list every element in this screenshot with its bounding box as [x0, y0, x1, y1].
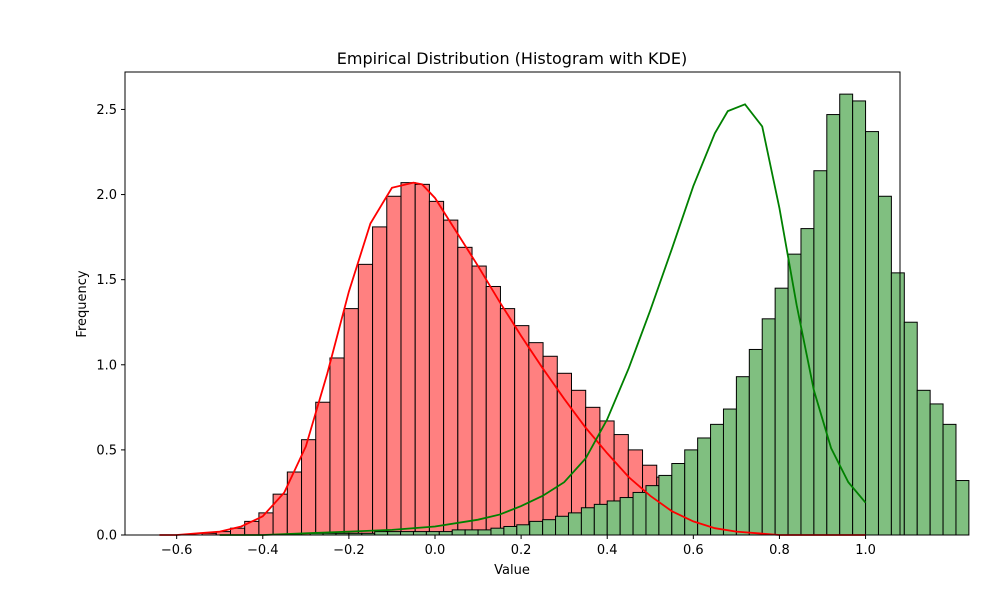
histogram-bar [556, 372, 572, 536]
chart-title: Empirical Distribution (Histogram with K… [337, 49, 687, 68]
histogram-bar [301, 439, 317, 536]
histogram-bar [400, 182, 416, 536]
histogram-bar [942, 423, 957, 536]
histogram-bars [201, 93, 970, 536]
histogram-bar [477, 529, 492, 536]
histogram-bar [955, 480, 970, 536]
histogram-bar [471, 265, 487, 536]
histogram-bar [400, 531, 414, 536]
histogram-bar [485, 285, 501, 536]
histogram-bar [567, 512, 582, 536]
histogram-bar [890, 272, 905, 536]
histogram-bar [774, 287, 789, 536]
histogram-bar [374, 531, 389, 536]
histogram-bar [542, 519, 557, 536]
kde-line [159, 181, 866, 536]
histogram-bar [490, 527, 505, 536]
histogram-bar [606, 500, 621, 536]
histogram-bar [272, 493, 288, 536]
histogram-bar [438, 531, 453, 536]
histogram-bar [877, 195, 892, 536]
x-tick-label: 1.0 [855, 543, 876, 558]
x-axis-label: Value [494, 563, 530, 578]
histogram-bar [464, 529, 479, 536]
histogram-bar [443, 219, 459, 536]
histogram-bar [516, 524, 531, 536]
histogram-bar [528, 342, 544, 536]
histogram-bar [425, 531, 440, 536]
y-tick-label: 1.5 [96, 273, 117, 288]
histogram-bar [343, 308, 359, 536]
y-axis: 0.0 0.5 1.0 1.5 2.0 2.5 [96, 103, 125, 544]
plot-frame [124, 71, 901, 536]
x-tick-label: 0.8 [769, 543, 790, 558]
histogram-bar [580, 507, 595, 536]
histogram-bar [329, 357, 345, 536]
histogram-bar [761, 318, 776, 536]
x-tick-label: 0.4 [597, 543, 618, 558]
histogram-bar [372, 226, 388, 536]
histogram-bar [826, 114, 841, 536]
y-tick-label: 2.0 [96, 188, 117, 203]
histogram-bar [748, 348, 763, 536]
histogram-bar [428, 200, 445, 536]
histogram-bar [529, 520, 544, 536]
x-tick-label: 0.6 [683, 543, 704, 558]
histogram-bar [451, 529, 466, 536]
histogram-bar [542, 355, 558, 536]
histogram-bar [929, 403, 944, 536]
histogram-bar [671, 463, 686, 536]
y-tick-label: 1.0 [96, 358, 117, 373]
histogram-bar [697, 437, 712, 536]
histogram-bar [503, 525, 518, 536]
x-tick-label: 0.0 [425, 543, 446, 558]
histogram-bar [852, 100, 867, 536]
x-tick-label: 0.2 [511, 543, 532, 558]
y-tick-label: 0.0 [96, 529, 117, 544]
histogram-bar [593, 503, 608, 536]
histogram-bar [722, 408, 737, 536]
histogram-bar [710, 423, 724, 536]
y-tick-label: 0.5 [96, 443, 117, 458]
histogram-bar [412, 531, 427, 536]
histogram-bar [916, 389, 931, 536]
y-tick-label: 2.5 [96, 103, 117, 118]
x-tick-label: −0.6 [161, 543, 193, 558]
kde-curves [159, 103, 867, 536]
x-axis: −0.6 −0.4 −0.2 0.0 0.2 0.4 0.6 0.8 1.0 [161, 535, 876, 558]
histogram-bar [457, 246, 473, 536]
histogram-bar [555, 515, 569, 536]
x-tick-label: −0.4 [247, 543, 279, 558]
histogram-bar [357, 263, 374, 536]
histogram-bar [903, 321, 918, 536]
kde-line [219, 103, 867, 536]
x-tick-label: −0.2 [333, 543, 365, 558]
histogram-bar [619, 497, 634, 536]
histogram-bar [414, 183, 430, 536]
histogram-bar [735, 376, 750, 536]
histogram-bar [813, 170, 828, 536]
histogram-bar [865, 131, 879, 536]
histogram-bar [386, 195, 402, 536]
histogram-bar [387, 531, 402, 536]
y-axis-label: Frequency [75, 270, 90, 337]
histogram-bar [632, 491, 647, 536]
histogram-bar [658, 474, 673, 536]
histogram-bar [315, 401, 331, 536]
histogram-bar [499, 308, 516, 536]
